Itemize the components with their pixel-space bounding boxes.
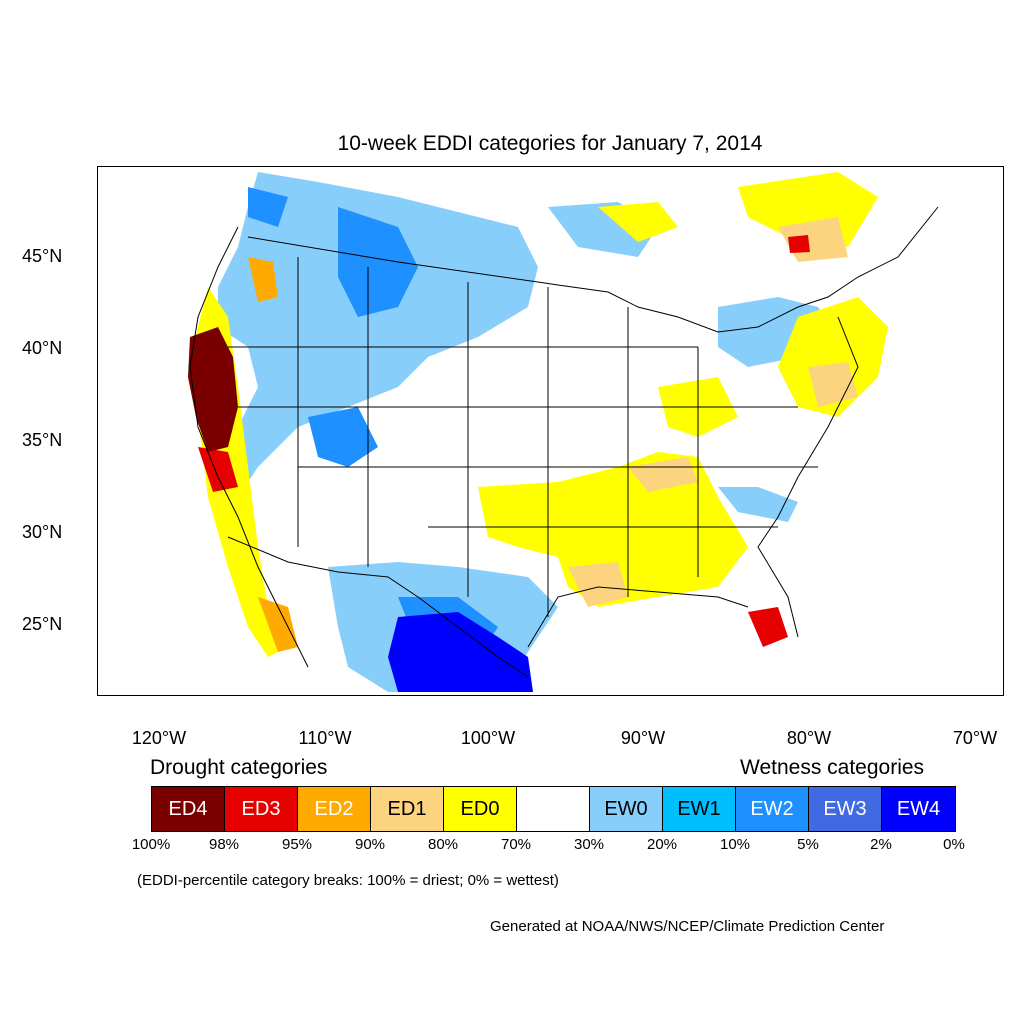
legend-box-ew0: EW0	[590, 787, 663, 831]
lat-label-45: 45°N	[22, 246, 63, 266]
dry-extreme-california-south	[198, 447, 238, 492]
gulf-coast	[527, 586, 749, 648]
legend-box-ew3: EW3	[809, 787, 882, 831]
lon-label-100: 100°W	[460, 728, 516, 748]
wet-region-southeast	[718, 487, 798, 522]
percent-break-label: 5%	[797, 836, 819, 853]
dry-moderate-louisiana	[568, 562, 628, 607]
drought-categories-heading: Drought categories	[150, 756, 328, 779]
legend-box-ed0: ED0	[444, 787, 517, 831]
lat-label-35: 35°N	[22, 430, 63, 450]
lat-label-30: 30°N	[22, 522, 63, 542]
percent-break-label: 0%	[943, 836, 965, 853]
lat-label-40: 40°N	[22, 338, 63, 358]
dry-region-quebec	[598, 202, 678, 242]
category-note: (EDDI-percentile category breaks: 100% =…	[137, 872, 559, 889]
percent-break-label: 2%	[870, 836, 892, 853]
lon-label-70: 70°W	[952, 728, 998, 748]
lon-label-110: 110°W	[298, 728, 352, 748]
legend-box-ew4: EW4	[882, 787, 955, 831]
dry-extreme-florida	[748, 607, 788, 647]
us-mexico-border	[227, 536, 529, 678]
dry-region-ontario	[738, 172, 878, 247]
percent-break-label: 90%	[354, 836, 386, 853]
percent-break-label: 70%	[500, 836, 532, 853]
percent-break-label: 98%	[208, 836, 240, 853]
legend-box-ew2: EW2	[736, 787, 809, 831]
percent-break-label: 95%	[281, 836, 313, 853]
dry-moderate-mid-atlantic	[808, 362, 858, 407]
percent-break-label: 20%	[646, 836, 678, 853]
lon-label-90: 90°W	[620, 728, 666, 748]
wet-patch-idaho	[338, 207, 418, 317]
dry-exceptional-california	[188, 327, 238, 452]
legend-box-ed2: ED2	[298, 787, 371, 831]
us-canada-border	[247, 206, 939, 333]
wet-extreme-south-texas	[388, 612, 533, 692]
color-legend: ED4 ED3 ED2 ED1 ED0 EW0 EW1 EW2 EW3 EW4	[151, 786, 956, 832]
percent-break-label: 30%	[573, 836, 605, 853]
dry-severe-oregon	[248, 257, 278, 302]
lon-label-80: 80°W	[786, 728, 832, 748]
pacific-coast	[189, 226, 309, 668]
dry-severe-baja	[258, 597, 298, 652]
wet-patch-utah	[308, 407, 378, 467]
wet-patch-washington	[248, 187, 288, 227]
map-canvas	[188, 172, 939, 692]
eddi-map	[97, 166, 1004, 696]
legend-box-ew1: EW1	[663, 787, 736, 831]
lat-label-25: 25°N	[22, 614, 63, 634]
percent-break-label: 100%	[131, 836, 171, 853]
legend-box-ed4: ED4	[152, 787, 225, 831]
atlantic-coast	[757, 316, 859, 638]
dry-region-southeast	[478, 452, 748, 607]
dry-extreme-ontario	[788, 235, 810, 253]
dry-moderate-tennessee	[628, 457, 698, 492]
wetness-categories-heading: Wetness categories	[740, 756, 925, 779]
legend-box-ed3: ED3	[225, 787, 298, 831]
map-title: 10-week EDDI categories for January 7, 2…	[337, 132, 763, 155]
percent-break-label: 10%	[719, 836, 751, 853]
legend-box-ed1: ED1	[371, 787, 444, 831]
percent-break-label: 80%	[427, 836, 459, 853]
legend-box-neutral	[517, 787, 590, 831]
credit-line: Generated at NOAA/NWS/NCEP/Climate Predi…	[490, 918, 885, 935]
dry-region-northeast	[778, 297, 888, 417]
lon-label-120: 120°W	[131, 728, 187, 748]
